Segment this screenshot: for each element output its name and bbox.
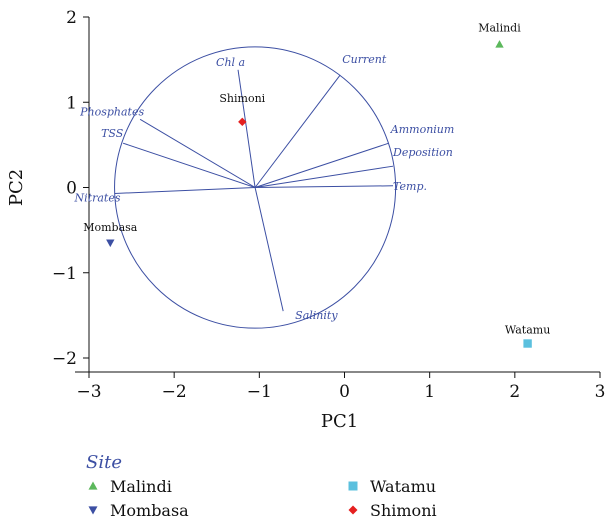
site-point [495, 40, 504, 48]
legend-label: Malindi [110, 476, 172, 496]
legend-title: Site [86, 452, 122, 473]
site-point [238, 117, 247, 127]
x-tick-label: 1 [424, 382, 435, 402]
loading-vector [254, 165, 394, 188]
legend-item: Mombasa [86, 499, 346, 521]
loadings-layer: Chl a Current Phosphates TSS Ammonium Deposit… [74, 53, 455, 322]
loading-vector [254, 187, 284, 312]
points-layer: Malindi Mombasa Shimoni Watamu [83, 21, 550, 348]
loading-label: Phosphates [79, 105, 144, 118]
legend-grid: Malindi Watamu Mombasa Shimoni [86, 475, 566, 521]
loading-vector [237, 69, 256, 188]
x-tick-label: −1 [247, 382, 272, 402]
legend-item: Shimoni [346, 499, 546, 521]
y-tick-label: −2 [52, 349, 77, 369]
y-tick-label: 0 [66, 179, 77, 199]
legend: Site Malindi Watamu Mombasa Shimoni [86, 452, 566, 521]
x-tick-label: −3 [76, 382, 101, 402]
site-point [523, 339, 532, 348]
correlation-circle [114, 46, 397, 329]
legend-marker-icon [346, 479, 360, 493]
x-axis-title: PC1 [321, 411, 358, 432]
legend-item: Watamu [346, 475, 546, 497]
legend-label: Watamu [370, 476, 437, 496]
loading-vector [114, 187, 256, 194]
axes: −3 −2 −1 0 1 2 3 −2 −1 0 1 2 [52, 8, 605, 402]
loading-label: Temp. [393, 180, 427, 193]
legend-marker-icon [346, 503, 360, 517]
site-label: Malindi [478, 21, 521, 34]
loading-vector [122, 142, 256, 188]
pca-biplot: −3 −2 −1 0 1 2 3 −2 −1 0 1 2 Chl a Current Phosphates… [6, 8, 605, 432]
loading-label: Deposition [392, 146, 453, 159]
loading-label: Chl a [216, 56, 245, 69]
y-tick-label: 2 [66, 8, 77, 28]
x-tick-label: 3 [595, 382, 606, 402]
correlation-circle-layer [114, 46, 397, 329]
loading-vector [254, 74, 341, 188]
x-tick-label: 2 [509, 382, 520, 402]
y-tick-label: 1 [66, 93, 77, 113]
x-tick-label: 0 [339, 382, 350, 402]
legend-marker-icon [86, 503, 100, 517]
loading-label: Current [342, 53, 387, 66]
site-point [106, 239, 115, 248]
loading-vector [255, 185, 394, 188]
site-label: Mombasa [83, 221, 138, 234]
site-label: Watamu [505, 324, 550, 337]
y-axis-title: PC2 [6, 169, 27, 206]
loading-vector [254, 142, 389, 188]
x-tick-label: −2 [162, 382, 187, 402]
legend-label: Shimoni [370, 500, 437, 520]
loading-label: TSS [101, 127, 124, 140]
loading-label: Salinity [295, 309, 338, 322]
loading-label: Nitrates [74, 191, 121, 204]
site-label: Shimoni [219, 92, 265, 105]
legend-label: Mombasa [110, 500, 189, 520]
loading-vector [139, 118, 256, 188]
legend-marker-icon [86, 479, 100, 493]
legend-item: Malindi [86, 475, 346, 497]
loading-label: Ammonium [390, 123, 455, 136]
y-tick-label: −1 [52, 264, 77, 284]
